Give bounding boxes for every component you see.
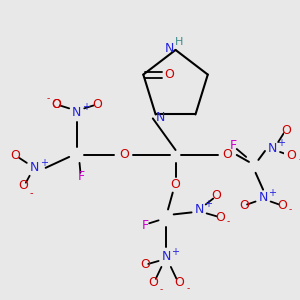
Text: O: O xyxy=(171,178,181,191)
Text: -: - xyxy=(226,217,230,226)
Text: O: O xyxy=(165,68,175,81)
Text: F: F xyxy=(78,170,85,183)
Text: -: - xyxy=(30,188,33,198)
Text: O: O xyxy=(239,199,249,212)
Text: O: O xyxy=(140,258,150,272)
Text: N: N xyxy=(194,203,204,216)
Text: O: O xyxy=(51,98,61,111)
Text: +: + xyxy=(204,200,212,209)
Text: -: - xyxy=(160,285,163,294)
Text: N: N xyxy=(165,42,175,56)
Text: -: - xyxy=(186,284,189,293)
Text: O: O xyxy=(174,276,184,289)
Text: N: N xyxy=(156,111,165,124)
Text: -: - xyxy=(298,155,300,164)
Text: N: N xyxy=(258,191,268,204)
Text: O: O xyxy=(148,276,158,289)
Text: +: + xyxy=(82,102,90,112)
Text: O: O xyxy=(211,189,221,202)
Text: F: F xyxy=(142,219,149,232)
Text: -: - xyxy=(47,94,50,103)
Text: H: H xyxy=(175,37,184,47)
Text: O: O xyxy=(222,148,232,161)
Text: N: N xyxy=(30,161,39,174)
Text: +: + xyxy=(277,138,285,148)
Text: O: O xyxy=(215,211,225,224)
Text: F: F xyxy=(230,139,236,152)
Text: N: N xyxy=(268,142,277,154)
Text: O: O xyxy=(11,149,20,162)
Text: O: O xyxy=(119,148,129,161)
Text: O: O xyxy=(92,98,102,111)
Text: N: N xyxy=(161,250,171,263)
Text: +: + xyxy=(268,188,276,198)
Text: N: N xyxy=(72,106,81,119)
Text: O: O xyxy=(286,149,296,162)
Text: O: O xyxy=(281,124,291,137)
Text: O: O xyxy=(51,98,61,111)
Text: +: + xyxy=(171,247,178,257)
Text: +: + xyxy=(40,158,48,168)
Text: O: O xyxy=(18,179,28,192)
Text: -: - xyxy=(289,205,292,214)
Text: O: O xyxy=(277,199,287,212)
